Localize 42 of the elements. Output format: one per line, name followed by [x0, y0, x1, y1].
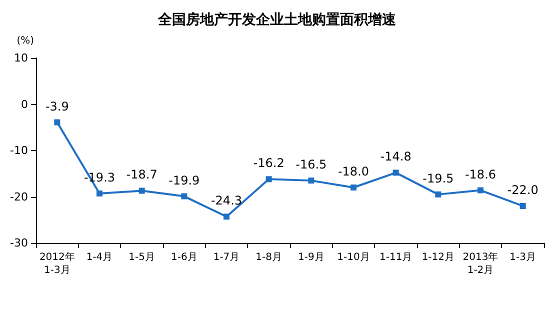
x-tick-label: 2013年 1-2月: [462, 251, 498, 276]
point: [435, 191, 442, 198]
x-tick-label: 1-8月: [256, 252, 282, 263]
data-label: -14.8: [380, 150, 412, 164]
data-label: -24.3: [210, 194, 242, 208]
x-tick-label: 1-10月: [337, 252, 370, 263]
point: [266, 176, 272, 182]
y-tick-label: 10: [14, 52, 28, 64]
data-label: -16.5: [296, 158, 327, 172]
point: [224, 214, 230, 220]
x-tick-label: 1-3月: [510, 252, 536, 263]
point: [520, 203, 526, 209]
x-tick-label: 1-5月: [128, 252, 156, 263]
data-label: -18.0: [338, 164, 370, 178]
y-tick-label: -30: [10, 236, 28, 250]
point: [181, 193, 188, 200]
data-label: -22.0: [507, 183, 538, 197]
y-tick-label: 0: [21, 98, 28, 111]
data-label: -19.5: [422, 171, 454, 186]
y-axis-title: (%): [16, 36, 34, 46]
chart-title: 全国房地产开发企业土地购置面积增速: [157, 11, 397, 28]
data-label: -19.9: [168, 173, 200, 188]
x-tick-label: 1-12月: [422, 252, 455, 263]
x-tick-label: 1-7月: [213, 252, 240, 263]
data-label: -18.6: [464, 167, 496, 182]
x-tick-label: 1-6月: [170, 252, 198, 263]
x-tick-label: 1-4月: [86, 252, 113, 263]
data-label: -16.2: [253, 156, 284, 170]
point: [308, 178, 314, 184]
y-tick-label: -20: [10, 190, 28, 204]
point: [138, 188, 145, 194]
point: [54, 119, 60, 126]
point: [392, 170, 399, 176]
x-tick-label: 1-9月: [298, 252, 324, 263]
point: [350, 184, 356, 190]
point: [478, 187, 484, 194]
data-label: -3.9: [45, 99, 69, 114]
y-tick-label: -10: [10, 144, 28, 157]
point: [96, 190, 102, 197]
x-tick-label: 1-11月: [379, 252, 412, 263]
x-tick-label: 2012年 1-3月: [39, 251, 75, 276]
data-label: -18.7: [126, 168, 158, 182]
